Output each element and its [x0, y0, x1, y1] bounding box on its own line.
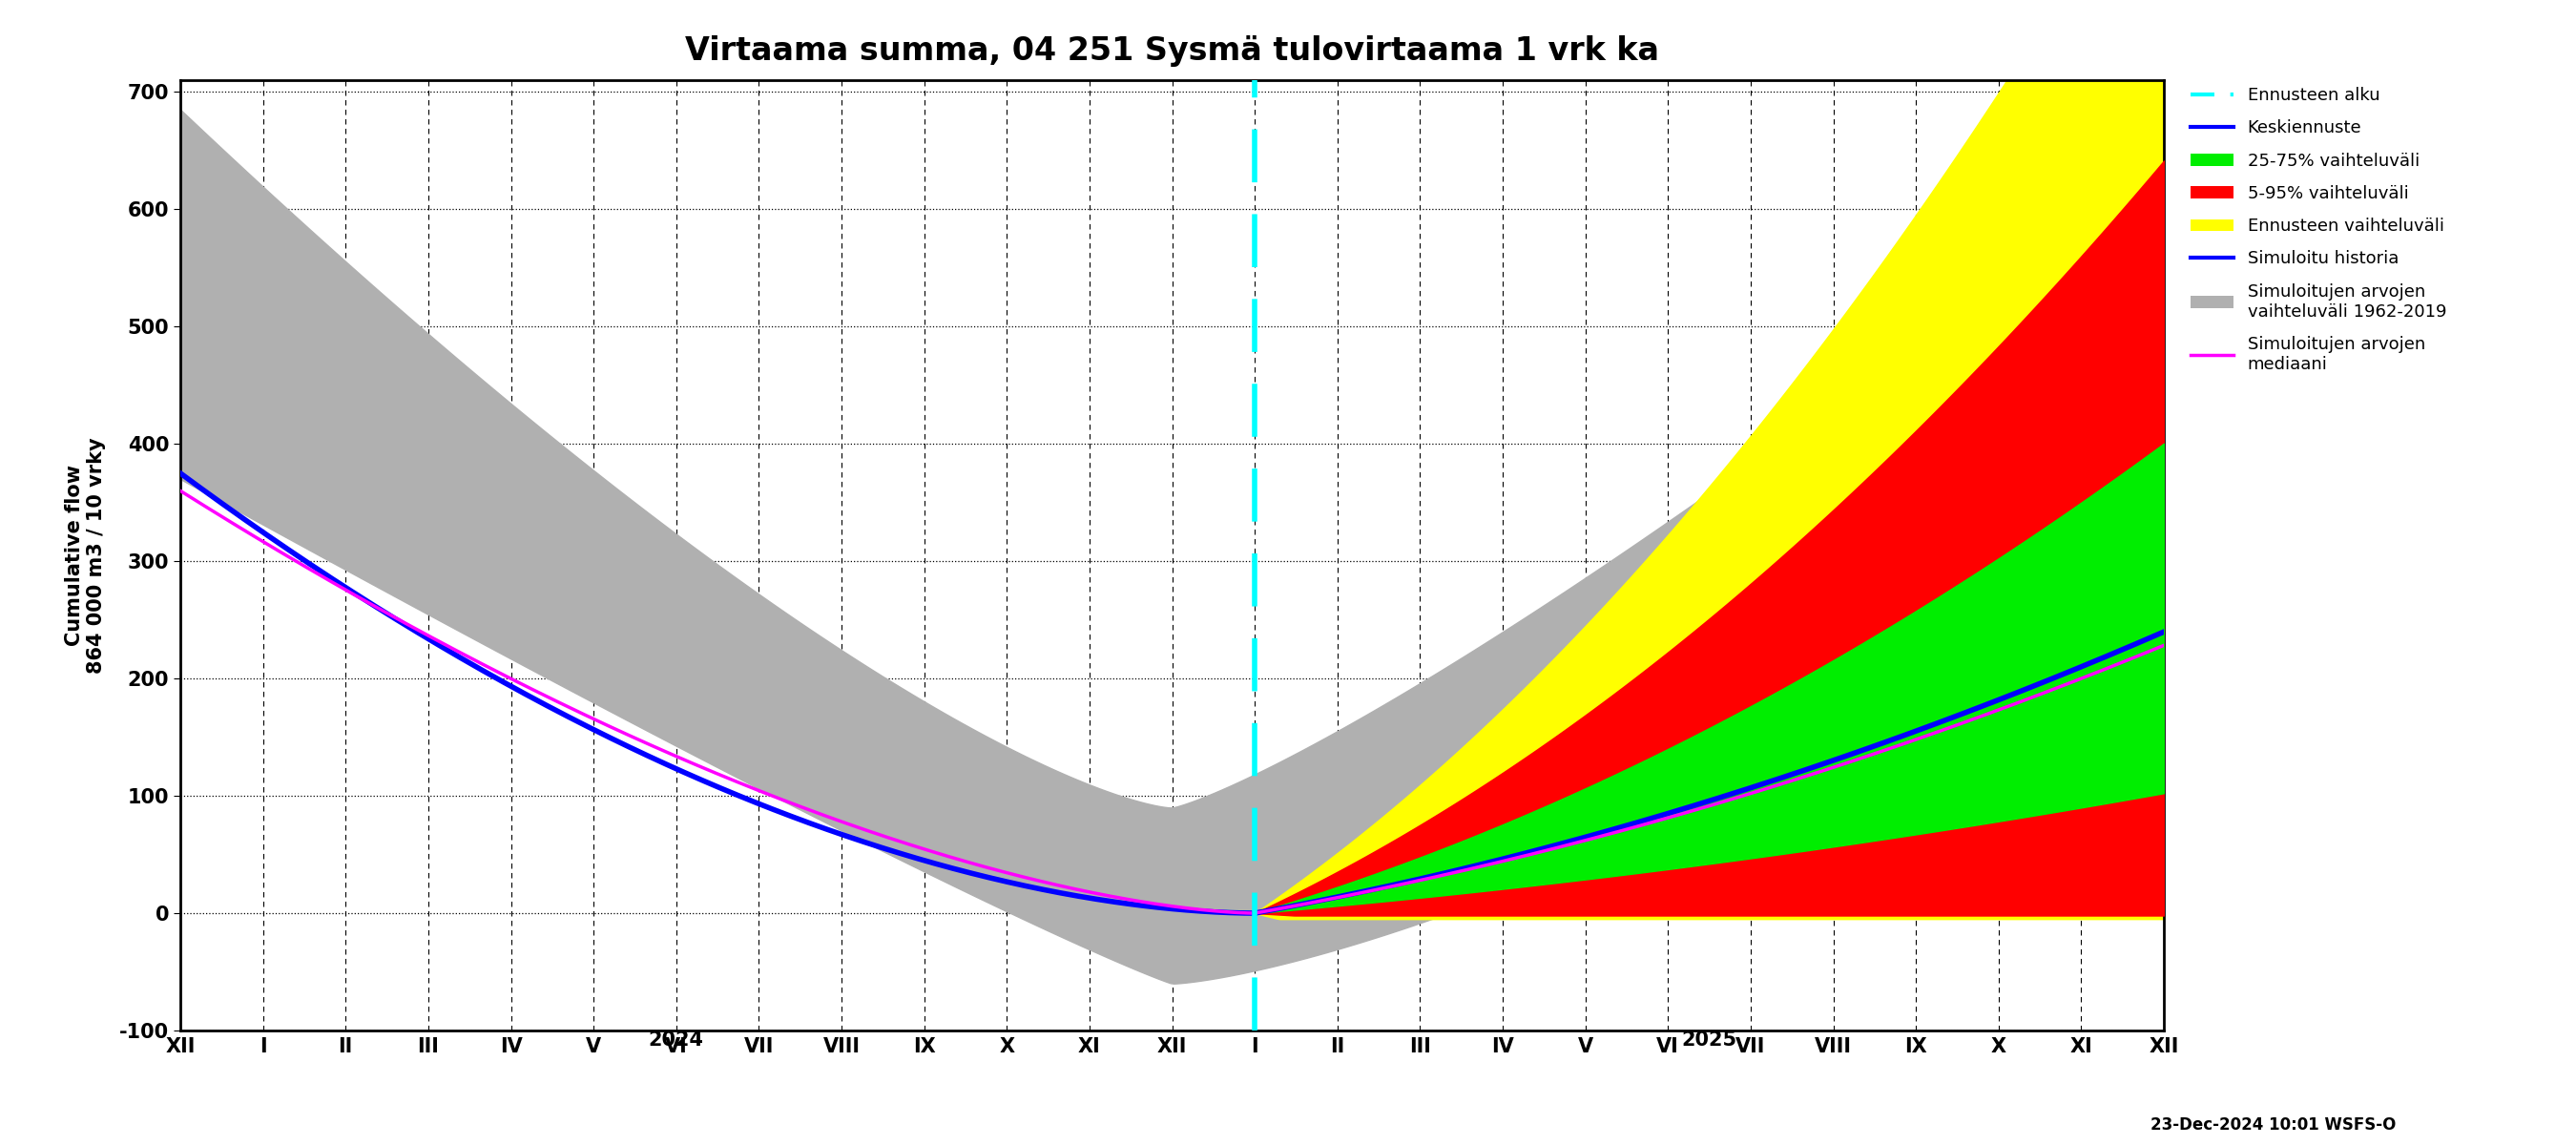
Text: 2025: 2025	[1682, 1030, 1736, 1050]
Legend: Ennusteen alku, Keskiennuste, 25-75% vaihteluväli, 5-95% vaihteluväli, Ennusteen: Ennusteen alku, Keskiennuste, 25-75% vai…	[2184, 80, 2452, 379]
Text: 23-Dec-2024 10:01 WSFS-O: 23-Dec-2024 10:01 WSFS-O	[2151, 1116, 2396, 1134]
Text: 2024: 2024	[649, 1030, 703, 1050]
Y-axis label: Cumulative flow
864 000 m3 / 10 vrky: Cumulative flow 864 000 m3 / 10 vrky	[64, 437, 106, 673]
Title: Virtaama summa, 04 251 Sysmä tulovirtaama 1 vrk ka: Virtaama summa, 04 251 Sysmä tulovirtaam…	[685, 35, 1659, 66]
